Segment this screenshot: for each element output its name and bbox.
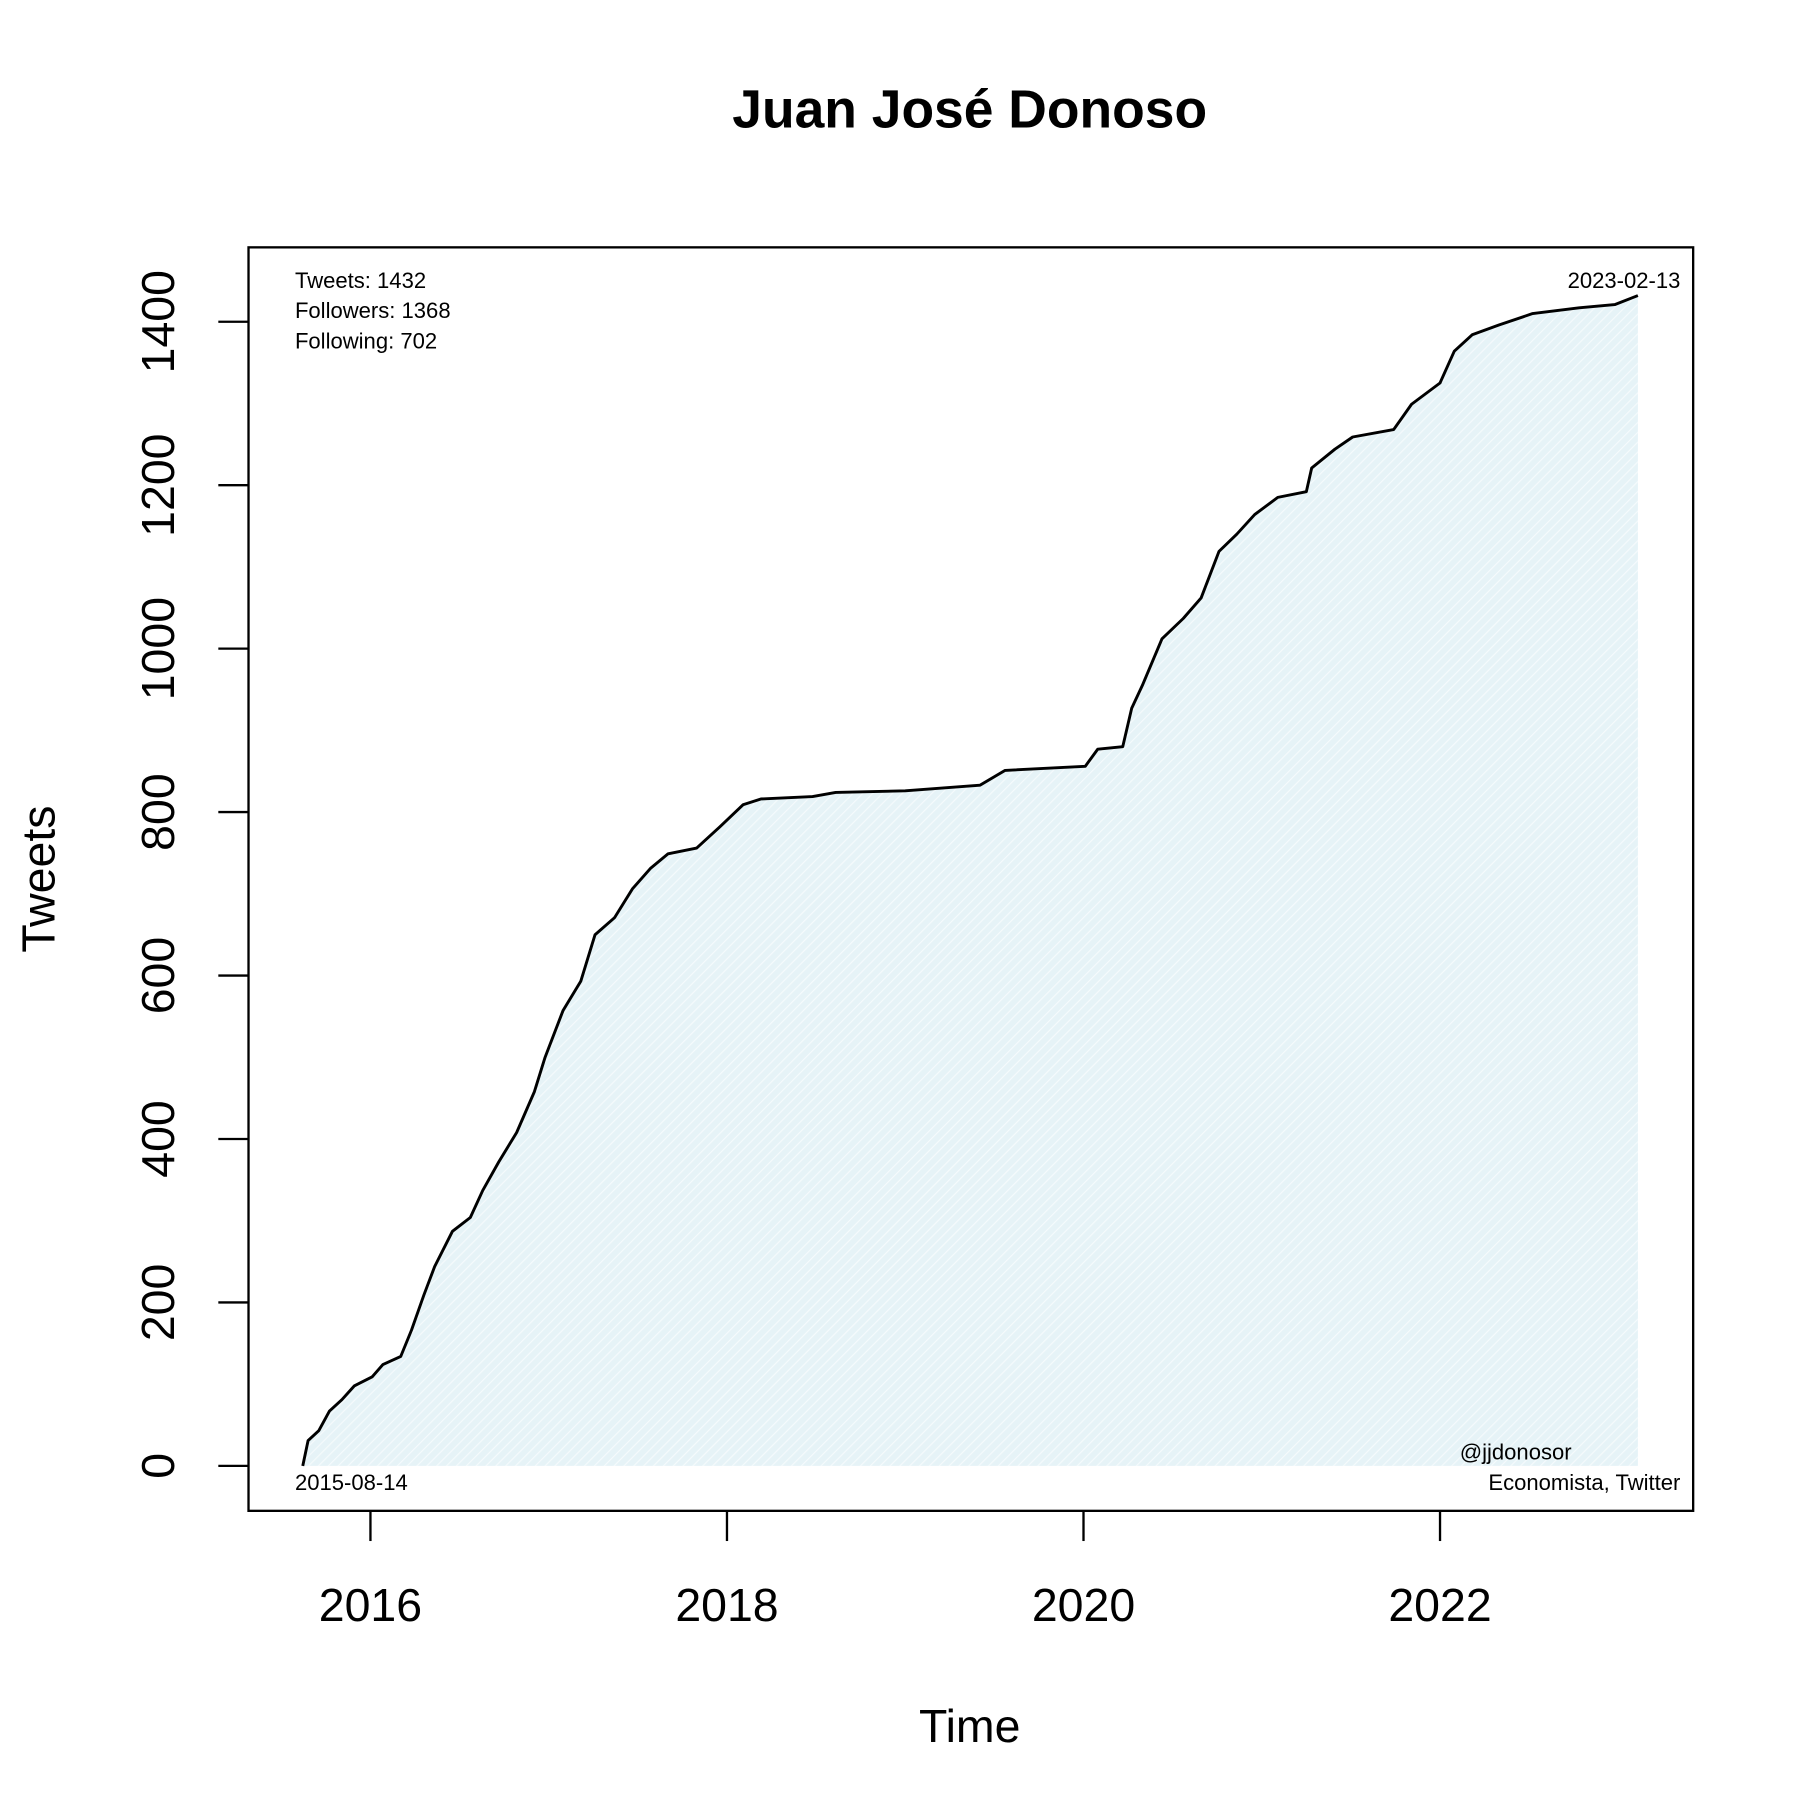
credit: @jjdonosor	[1460, 1440, 1572, 1465]
y-tick-label: 0	[132, 1453, 184, 1479]
start-date: 2015-08-14	[295, 1470, 408, 1495]
x-tick-label: 2022	[1388, 1579, 1491, 1631]
y-tick-label: 400	[132, 1100, 184, 1177]
y-tick-label: 1400	[132, 270, 184, 373]
y-tick-label: 800	[132, 773, 184, 850]
x-tick-label: 2018	[675, 1579, 778, 1631]
y-tick-label: 600	[132, 937, 184, 1014]
x-tick-label: 2016	[319, 1579, 422, 1631]
chart-title: Juan José Donoso	[732, 81, 1207, 140]
credit: Economista, Twitter	[1488, 1470, 1680, 1495]
x-tick-label: 2020	[1032, 1579, 1135, 1631]
stat: Tweets: 1432	[295, 268, 426, 293]
line	[301, 294, 1639, 1467]
y-tick-label: 1200	[132, 434, 184, 537]
end-date: 2023-02-13	[1568, 268, 1681, 293]
stat: Following: 702	[295, 328, 437, 353]
y-tick-label: 200	[132, 1264, 184, 1341]
area-hatch	[302, 295, 1638, 1466]
x-axis-label: Time	[919, 1700, 1020, 1752]
plot-frame	[247, 246, 1695, 1512]
stat: Followers: 1368	[295, 298, 451, 323]
y-tick-label: 1000	[132, 597, 184, 700]
y-axis-label: Tweets	[13, 806, 65, 953]
plot-area	[301, 294, 1639, 1467]
